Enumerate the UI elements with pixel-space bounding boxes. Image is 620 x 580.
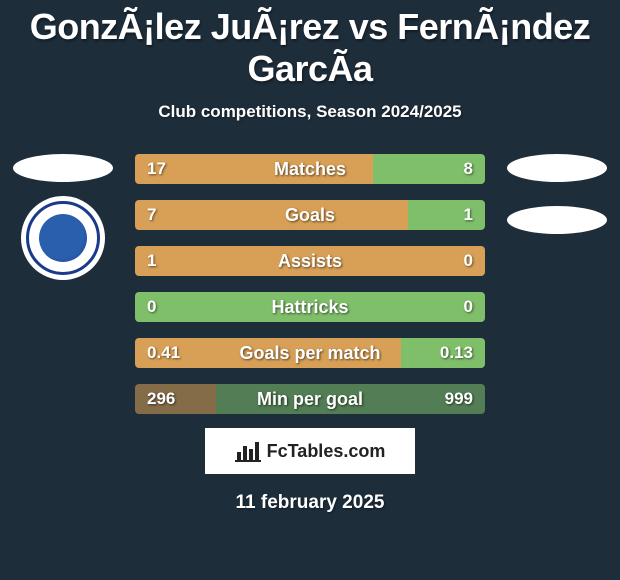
- stat-label: Goals per match: [135, 338, 485, 368]
- player-photo-placeholder-left: [13, 154, 113, 182]
- stat-label: Assists: [135, 246, 485, 276]
- comparison-arena: 17 Matches 8 7 Goals 1 1 Assists 0 0 Hat…: [0, 154, 620, 424]
- brand-text: FcTables.com: [267, 441, 386, 462]
- stat-right-value: 0: [464, 246, 473, 276]
- player-photo-placeholder-right-1: [507, 154, 607, 182]
- left-player-column: [8, 154, 118, 280]
- stat-label: Goals: [135, 200, 485, 230]
- stat-right-value: 0.13: [440, 338, 473, 368]
- stat-row: 17 Matches 8: [135, 154, 485, 184]
- chart-icon: [235, 440, 261, 462]
- page-title: GonzÃ¡lez JuÃ¡rez vs FernÃ¡ndez GarcÃ­a: [0, 0, 620, 90]
- stat-label: Hattricks: [135, 292, 485, 322]
- date-label: 11 february 2025: [0, 492, 620, 514]
- stat-label: Matches: [135, 154, 485, 184]
- stat-row: 1 Assists 0: [135, 246, 485, 276]
- stat-bars: 17 Matches 8 7 Goals 1 1 Assists 0 0 Hat…: [135, 154, 485, 430]
- stat-row: 7 Goals 1: [135, 200, 485, 230]
- brand-box: FcTables.com: [205, 428, 415, 474]
- club-badge-left: [21, 196, 105, 280]
- stat-right-value: 8: [464, 154, 473, 184]
- stat-label: Min per goal: [135, 384, 485, 414]
- subtitle: Club competitions, Season 2024/2025: [0, 102, 620, 122]
- player-photo-placeholder-right-2: [507, 206, 607, 234]
- stat-row: 0.41 Goals per match 0.13: [135, 338, 485, 368]
- stat-right-value: 0: [464, 292, 473, 322]
- stat-row: 296 Min per goal 999: [135, 384, 485, 414]
- right-player-column: [502, 154, 612, 234]
- club-badge-inner: [39, 214, 87, 262]
- stat-right-value: 1: [464, 200, 473, 230]
- stat-right-value: 999: [445, 384, 473, 414]
- stat-row: 0 Hattricks 0: [135, 292, 485, 322]
